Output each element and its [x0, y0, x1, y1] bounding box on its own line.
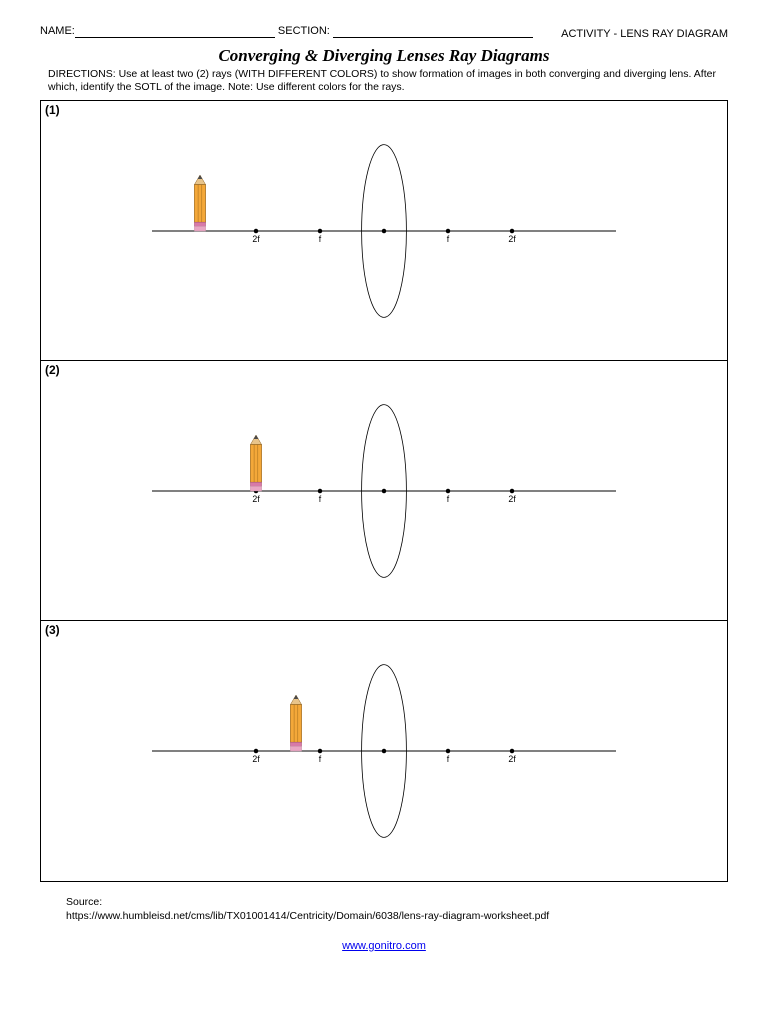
section-underline [333, 28, 533, 38]
svg-text:f: f [447, 494, 450, 504]
svg-text:f: f [447, 754, 450, 764]
svg-text:2f: 2f [508, 494, 516, 504]
gonitro-link[interactable]: www.gonitro.com [342, 940, 426, 952]
name-underline [75, 28, 275, 38]
lens-diagram: 2f f f 2f [64, 111, 704, 351]
name-label: NAME: [40, 25, 75, 37]
diagram-panel: (3) 2f f f 2f [41, 621, 727, 881]
footer-link: www.gonitro.com [40, 940, 728, 952]
svg-text:f: f [319, 494, 322, 504]
source-label: Source: [66, 896, 102, 908]
svg-text:2f: 2f [508, 754, 516, 764]
diagram-panel: (2) 2f f f 2f [41, 361, 727, 621]
panel-number: (1) [45, 103, 60, 117]
svg-text:2f: 2f [252, 754, 260, 764]
diagram-wrap: 2f f f 2f [41, 621, 727, 881]
svg-text:f: f [319, 234, 322, 244]
svg-text:f: f [447, 234, 450, 244]
diagram-wrap: 2f f f 2f [41, 361, 727, 620]
svg-text:2f: 2f [252, 494, 260, 504]
diagram-panel: (1) 2f f f 2f [41, 101, 727, 361]
panel-number: (2) [45, 363, 60, 377]
directions-text: DIRECTIONS: Use at least two (2) rays (W… [40, 68, 728, 94]
lens-diagram: 2f f f 2f [64, 371, 704, 611]
header: NAME: SECTION: ACTIVITY - LENS RAY DIAGR… [40, 24, 728, 40]
diagram-panels: (1) 2f f f 2f (2) [40, 100, 728, 882]
section-label: SECTION: [278, 25, 330, 37]
diagram-wrap: 2f f f 2f [41, 101, 727, 360]
svg-text:2f: 2f [508, 234, 516, 244]
name-section-block: NAME: SECTION: [40, 24, 533, 38]
svg-text:f: f [319, 754, 322, 764]
source-block: Source: https://www.humbleisd.net/cms/li… [40, 896, 728, 923]
svg-text:2f: 2f [252, 234, 260, 244]
panel-number: (3) [45, 623, 60, 637]
page-title: Converging & Diverging Lenses Ray Diagra… [40, 46, 728, 66]
activity-label: ACTIVITY - LENS RAY DIAGRAM [561, 24, 728, 40]
source-url: https://www.humbleisd.net/cms/lib/TX0100… [66, 910, 549, 922]
lens-diagram: 2f f f 2f [64, 631, 704, 871]
